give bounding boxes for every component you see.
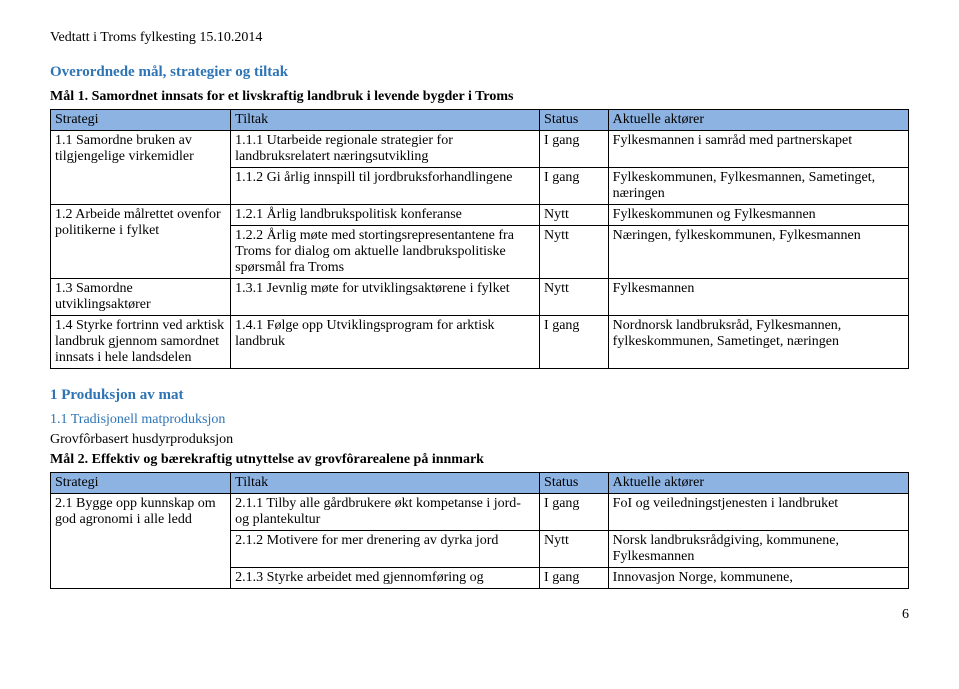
cell: 2.1 Bygge opp kunnskap om god agronomi i…	[51, 494, 231, 589]
t2-header-status: Status	[540, 473, 609, 494]
t1-header-tiltak: Tiltak	[231, 110, 540, 131]
plain-grovfor: Grovfôrbasert husdyrproduksjon	[50, 432, 909, 448]
table-row: 1.4 Styrke fortrinn ved arktisk landbruk…	[51, 316, 909, 369]
cell: Fylkeskommunen og Fylkesmannen	[608, 205, 908, 226]
cell: Nytt	[540, 226, 609, 279]
section-title-overordnede: Overordnede mål, strategier og tiltak	[50, 64, 909, 81]
cell: I gang	[540, 494, 609, 531]
cell: 1.3.1 Jevnlig møte for utviklingsaktøren…	[231, 279, 540, 316]
table-row: 1.3 Samordne utviklingsaktører 1.3.1 Jev…	[51, 279, 909, 316]
cell: 1.3 Samordne utviklingsaktører	[51, 279, 231, 316]
cell: Fylkesmannen i samråd med partnerskapet	[608, 131, 908, 168]
table-row: 2.1 Bygge opp kunnskap om god agronomi i…	[51, 494, 909, 531]
cell: Fylkesmannen	[608, 279, 908, 316]
table-row: 1.2 Arbeide målrettet ovenfor politikern…	[51, 205, 909, 226]
cell: Næringen, fylkeskommunen, Fylkesmannen	[608, 226, 908, 279]
cell: 1.1 Samordne bruken av tilgjengelige vir…	[51, 131, 231, 205]
table-mal-1: Strategi Tiltak Status Aktuelle aktører …	[50, 109, 909, 369]
cell: 1.4.1 Følge opp Utviklingsprogram for ar…	[231, 316, 540, 369]
cell: Fylkeskommunen, Fylkesmannen, Sametinget…	[608, 168, 908, 205]
cell: Nytt	[540, 205, 609, 226]
table-mal-2: Strategi Tiltak Status Aktuelle aktører …	[50, 472, 909, 589]
cell: 1.2.2 Årlig møte med stortingsrepresenta…	[231, 226, 540, 279]
cell: FoI og veiledningstjenesten i landbruket	[608, 494, 908, 531]
mal-1-title: Mål 1. Samordnet innsats for et livskraf…	[50, 89, 909, 105]
cell: I gang	[540, 131, 609, 168]
t1-header-status: Status	[540, 110, 609, 131]
cell: 1.1.1 Utarbeide regionale strategier for…	[231, 131, 540, 168]
cell: I gang	[540, 168, 609, 205]
cell: 2.1.2 Motivere for mer drenering av dyrk…	[231, 531, 540, 568]
cell: 1.2 Arbeide målrettet ovenfor politikern…	[51, 205, 231, 279]
t2-header-tiltak: Tiltak	[231, 473, 540, 494]
sub-heading-tradisjonell: 1.1 Tradisjonell matproduksjon	[50, 412, 909, 428]
t1-header-strategi: Strategi	[51, 110, 231, 131]
cell: Nordnorsk landbruksråd, Fylkesmannen, fy…	[608, 316, 908, 369]
table-row: 1.1 Samordne bruken av tilgjengelige vir…	[51, 131, 909, 168]
cell: Innovasjon Norge, kommunene,	[608, 568, 908, 589]
doc-header: Vedtatt i Troms fylkesting 15.10.2014	[50, 30, 909, 46]
t1-header-aktorer: Aktuelle aktører	[608, 110, 908, 131]
cell: I gang	[540, 316, 609, 369]
cell: 2.1.1 Tilby alle gårdbrukere økt kompeta…	[231, 494, 540, 531]
t2-header-strategi: Strategi	[51, 473, 231, 494]
page-number: 6	[50, 607, 909, 623]
cell: I gang	[540, 568, 609, 589]
mal-2-title: Mål 2. Effektiv og bærekraftig utnyttels…	[50, 452, 909, 468]
cell: Nytt	[540, 279, 609, 316]
cell: 1.4 Styrke fortrinn ved arktisk landbruk…	[51, 316, 231, 369]
section-title-produksjon: 1 Produksjon av mat	[50, 387, 909, 404]
cell: 1.2.1 Årlig landbrukspolitisk konferanse	[231, 205, 540, 226]
cell: 2.1.3 Styrke arbeidet med gjennomføring …	[231, 568, 540, 589]
cell: Norsk landbruksrådgiving, kommunene, Fyl…	[608, 531, 908, 568]
cell: Nytt	[540, 531, 609, 568]
t2-header-aktorer: Aktuelle aktører	[608, 473, 908, 494]
cell: 1.1.2 Gi årlig innspill til jordbruksfor…	[231, 168, 540, 205]
